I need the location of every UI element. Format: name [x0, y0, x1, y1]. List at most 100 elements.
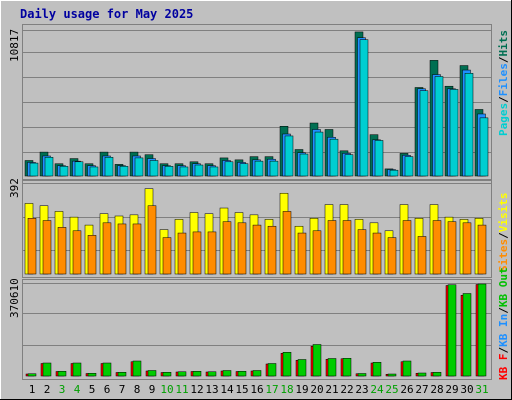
chart-bar — [192, 231, 202, 275]
legend-sep: / — [497, 347, 510, 354]
x-axis-day-label: 24 — [370, 383, 384, 396]
chart-bar — [42, 220, 52, 275]
x-axis-day-label: 4 — [74, 383, 81, 396]
x-axis-day-label: 15 — [235, 383, 248, 396]
chart-bar — [254, 160, 264, 177]
chart-bar — [132, 223, 142, 275]
chart-bar — [432, 372, 442, 377]
visits-ymax-label: 392 — [8, 178, 21, 198]
legend-sep: / — [497, 96, 510, 103]
chart-bar — [417, 372, 427, 377]
legend-sites: Sites — [497, 239, 510, 272]
chart-bar — [314, 131, 324, 177]
chart-bar — [164, 166, 174, 177]
x-axis-day-label: 2 — [44, 383, 51, 396]
bars-layer — [24, 31, 489, 377]
chart-bar — [402, 220, 412, 275]
x-axis-day-label: 13 — [205, 383, 218, 396]
chart-bar — [207, 371, 217, 377]
chart-bar — [132, 360, 142, 377]
x-axis-day-label: 1 — [29, 383, 36, 396]
legend-kb-f: KB F — [497, 354, 510, 381]
chart-bar — [267, 225, 277, 275]
chart-bar — [102, 362, 112, 377]
chart-bar — [282, 352, 292, 377]
chart-bar — [267, 363, 277, 377]
x-axis-day-label: 14 — [220, 383, 234, 396]
chart-bar — [194, 164, 204, 177]
x-axis-day-label: 8 — [134, 383, 141, 396]
chart-bar — [44, 157, 54, 177]
chart-bar — [342, 358, 352, 377]
x-axis-day-label: 22 — [340, 383, 353, 396]
legend-kb-out: KB Out — [497, 267, 510, 307]
chart-bar — [87, 235, 97, 275]
x-axis-day-label: 3 — [59, 383, 66, 396]
chart-bar — [387, 373, 397, 377]
legend-kb-in: KB In — [497, 314, 510, 347]
chart-bar — [72, 230, 82, 275]
chart-bar — [104, 157, 114, 177]
panel-kbytes-frame — [22, 279, 492, 380]
kbytes-legend: KB F/KB In/KB Out — [497, 267, 510, 380]
chart-bar — [117, 223, 127, 275]
legend-pages: Pages — [497, 103, 510, 136]
x-axis-day-label: 30 — [460, 383, 473, 396]
chart-bar — [237, 222, 247, 275]
chart-bar — [102, 222, 112, 275]
x-axis-day-label: 23 — [355, 383, 368, 396]
chart-bar — [299, 153, 309, 177]
chart-bar — [134, 157, 144, 177]
chart-bar — [42, 362, 52, 377]
chart-bar — [89, 166, 99, 177]
x-axis-day-label: 25 — [385, 383, 398, 396]
chart-bar — [342, 220, 352, 275]
chart-bar — [252, 224, 262, 275]
chart-bar — [432, 220, 442, 275]
chart-bar — [329, 138, 339, 177]
chart-bar — [209, 166, 219, 177]
chart-bar — [372, 362, 382, 377]
chart-bar — [224, 161, 234, 177]
chart-bar — [269, 160, 279, 177]
chart-bar — [147, 205, 157, 275]
chart-bar — [327, 220, 337, 275]
x-axis-day-label: 26 — [400, 383, 413, 396]
chart-bar — [477, 224, 487, 275]
chart-bar — [402, 360, 412, 377]
x-axis-day-label: 7 — [119, 383, 126, 396]
x-axis-day-label: 10 — [160, 383, 173, 396]
x-axis-day-label: 5 — [89, 383, 96, 396]
x-axis-day-label: 16 — [250, 383, 263, 396]
chart-bar — [312, 344, 322, 377]
chart-bar — [387, 237, 397, 275]
kbytes-ymax-label: 370610 — [8, 278, 21, 318]
chart-bar — [462, 222, 472, 275]
chart-bar — [404, 156, 414, 177]
chart-bar — [419, 90, 429, 177]
chart-bar — [207, 231, 217, 275]
chart-bar — [177, 371, 187, 377]
chart-bar — [162, 372, 172, 377]
chart-bar — [447, 221, 457, 275]
chart-bar — [434, 76, 444, 177]
chart-bar — [327, 358, 337, 377]
chart-bar — [119, 166, 129, 177]
x-axis-day-label: 29 — [445, 383, 458, 396]
legend-sep: / — [497, 56, 510, 63]
chart-bar — [147, 370, 157, 377]
x-axis-day-label: 21 — [325, 383, 338, 396]
chart-bar — [344, 154, 354, 177]
chart-bar — [27, 218, 37, 275]
chart-bar — [297, 359, 307, 377]
chart-bar — [72, 362, 82, 377]
legend-files: Files — [497, 63, 510, 96]
chart-bar — [149, 160, 159, 177]
hits-ymax-label: 10817 — [8, 29, 21, 62]
chart-bar — [222, 221, 232, 275]
x-axis-day-label: 11 — [175, 383, 188, 396]
chart-bar — [297, 232, 307, 275]
x-axis-day-label: 9 — [149, 383, 156, 396]
x-axis-day-label: 12 — [190, 383, 203, 396]
